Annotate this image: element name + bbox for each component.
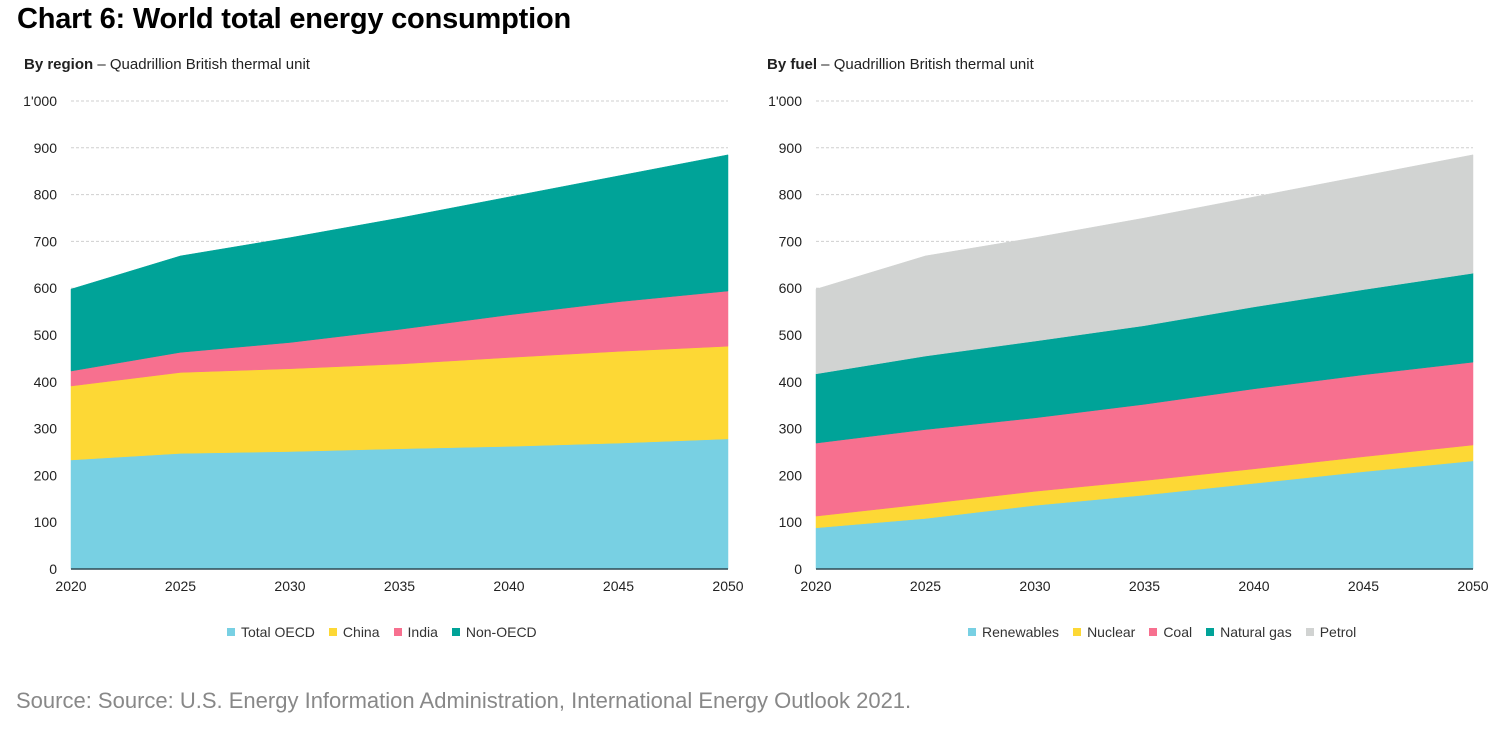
x-tick-label: 2030	[274, 578, 305, 594]
y-tick-label: 100	[34, 514, 58, 530]
x-tick-label: 2035	[384, 578, 415, 594]
legend-swatch	[1206, 628, 1215, 636]
legend-swatch	[968, 628, 976, 636]
y-tick-label: 600	[779, 280, 803, 296]
y-tick-label: 900	[779, 140, 803, 156]
legend-swatch	[451, 628, 460, 636]
x-tick-label: 2045	[603, 578, 634, 594]
y-tick-label: 700	[779, 233, 803, 249]
y-tick-label: 400	[34, 374, 58, 390]
legend-label: Nuclear	[1087, 624, 1136, 640]
x-tick-label: 2025	[910, 578, 941, 594]
legend-label: Natural gas	[1220, 624, 1292, 640]
y-tick-label: 0	[794, 561, 802, 577]
y-tick-label: 800	[34, 187, 58, 203]
legend-swatch	[393, 628, 402, 636]
y-tick-label: 1'000	[768, 93, 802, 109]
y-tick-label: 600	[34, 280, 58, 296]
legend-item: Natural gas	[1206, 624, 1292, 640]
legend-item: Renewables	[968, 624, 1059, 640]
right-chart-subtitle: By fuel – Quadrillion British thermal un…	[767, 56, 1034, 73]
right-subtitle-rest: – Quadrillion British thermal unit	[817, 56, 1034, 73]
area-petrol	[815, 154, 1474, 375]
legend-item: Nuclear	[1073, 624, 1135, 640]
x-tick-label: 2040	[493, 578, 524, 594]
y-tick-label: 400	[779, 374, 803, 390]
legend-label: Renewables	[982, 624, 1060, 640]
x-tick-label: 2050	[1457, 578, 1488, 594]
legend-swatch	[1149, 628, 1158, 636]
fuel-legend: Renewables Nuclear Coal Natural gas Petrol	[968, 624, 1356, 640]
y-tick-label: 300	[34, 421, 58, 437]
area-non-oecd	[70, 154, 729, 372]
y-tick-label: 0	[49, 561, 57, 577]
x-tick-label: 2050	[712, 578, 743, 594]
y-tick-label: 200	[779, 467, 803, 483]
region-area-chart: 0 100 200 300 400 500 600 700 800 900 1'000 2020 202…	[23, 93, 744, 594]
fuel-area-chart: 0 100 200 300 400 500 600 700 800 900 1'000 2020 202…	[768, 93, 1489, 594]
legend-item: Coal	[1149, 624, 1192, 640]
y-tick-label: 900	[34, 140, 58, 156]
legend-label: India	[407, 624, 438, 640]
y-tick-label: 200	[34, 467, 58, 483]
legend-swatch	[227, 628, 235, 636]
left-chart-subtitle: By region – Quadrillion British thermal …	[24, 56, 310, 73]
y-tick-label: 100	[779, 514, 803, 530]
y-tick-label: 800	[779, 187, 803, 203]
legend-item: Petrol	[1305, 624, 1357, 640]
x-tick-label: 2020	[800, 578, 831, 594]
legend-label: Petrol	[1319, 624, 1357, 640]
y-tick-label: 300	[779, 421, 803, 437]
legend-item: India	[393, 624, 438, 640]
legend-swatch	[1073, 628, 1082, 636]
legend-label: Total OECD	[241, 624, 315, 640]
legend-label: Non-OECD	[465, 624, 537, 640]
y-tick-label: 700	[34, 233, 58, 249]
left-subtitle-rest: – Quadrillion British thermal unit	[93, 56, 310, 73]
y-tick-label: 500	[779, 327, 803, 343]
legend-label: China	[342, 624, 380, 640]
x-tick-label: 2040	[1238, 578, 1269, 594]
legend-swatch	[328, 628, 337, 636]
legend-label: Coal	[1163, 624, 1193, 640]
left-subtitle-bold: By region	[24, 56, 94, 73]
x-tick-label: 2025	[165, 578, 196, 594]
area-total-oecd	[70, 438, 729, 570]
x-tick-label: 2030	[1019, 578, 1050, 594]
chart-title: Chart 6: World total energy consumption	[17, 3, 571, 35]
legend-item: China	[328, 624, 380, 640]
legend-item: Non-OECD	[451, 624, 537, 640]
right-subtitle-bold: By fuel	[767, 56, 818, 73]
x-tick-label: 2035	[1129, 578, 1160, 594]
region-legend: Total OECD China India Non-OECD	[227, 624, 537, 640]
y-tick-label: 500	[34, 327, 58, 343]
y-tick-label: 1'000	[23, 93, 57, 109]
x-tick-label: 2020	[55, 578, 86, 594]
source-note: Source: Source: U.S. Energy Information …	[16, 688, 912, 713]
legend-item: Total OECD	[227, 624, 315, 640]
legend-swatch	[1305, 628, 1314, 636]
x-tick-label: 2045	[1348, 578, 1379, 594]
